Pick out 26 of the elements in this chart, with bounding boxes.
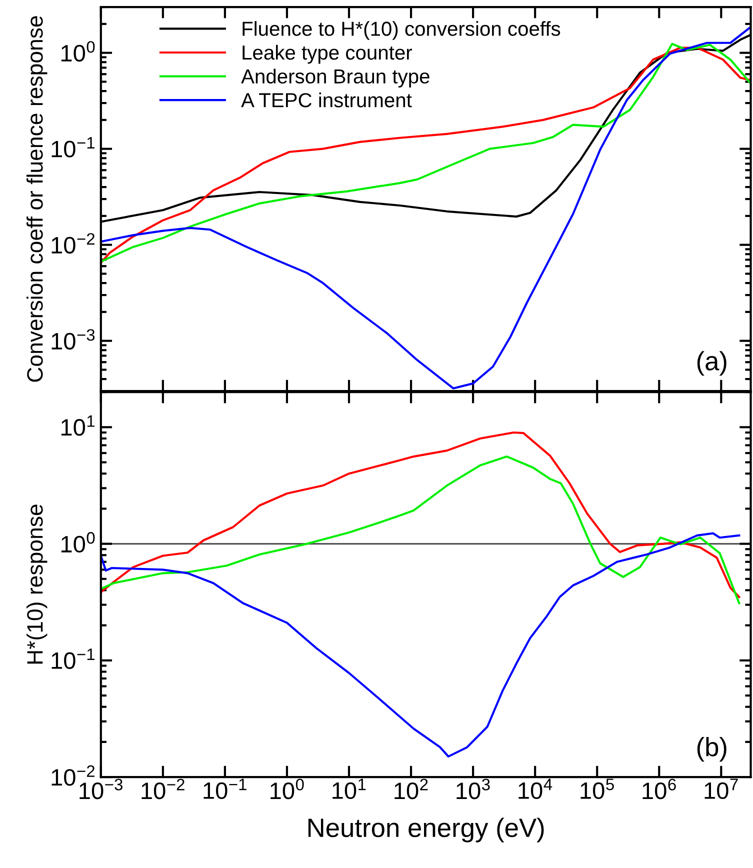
- legend-label: Anderson Braun type: [241, 68, 430, 88]
- legend-label: Fluence to H*(10) conversion coeffs: [242, 21, 560, 40]
- x-tick-label: 10$^{3}$: [456, 778, 490, 800]
- x-tick-label: 10$^{7}$: [704, 778, 738, 800]
- x-tick-label: 10$^{1}$: [332, 778, 366, 800]
- y-tick-label: 10$^{−2}$: [52, 233, 94, 254]
- x-tick-label: 10$^{2}$: [394, 778, 428, 800]
- x-tick-label: 10$^{−1}$: [204, 778, 246, 800]
- annotation: (a): [697, 351, 726, 376]
- y-tick-label: 10$^{1}$: [61, 415, 95, 436]
- y-tick-label: 10$^{0}$: [61, 41, 95, 62]
- x-tick-label: 10$^{6}$: [642, 778, 676, 800]
- y-axis-title: H*(10) response: [26, 504, 48, 664]
- x-axis-title: Neutron energy (eV): [308, 818, 544, 842]
- x-tick-label: 10$^{4}$: [518, 778, 552, 800]
- y-tick-label: 10$^{−1}$: [52, 648, 95, 669]
- x-tick-label: 10$^{−2}$: [142, 778, 184, 800]
- legend-label: Leake type counter: [242, 44, 412, 64]
- legend-label: A TEPC instrument: [241, 92, 412, 108]
- annotation: (b): [697, 737, 726, 762]
- y-tick-label: 10$^{0}$: [61, 532, 95, 553]
- y-tick-label: 10$^{−1}$: [52, 137, 95, 158]
- x-tick-label: 10$^{5}$: [580, 778, 614, 800]
- y-tick-label: 10$^{−3}$: [52, 329, 95, 350]
- x-tick-label: 10$^{0}$: [270, 778, 304, 800]
- y-axis-title: Conversion coeff or fluence response: [26, 16, 48, 382]
